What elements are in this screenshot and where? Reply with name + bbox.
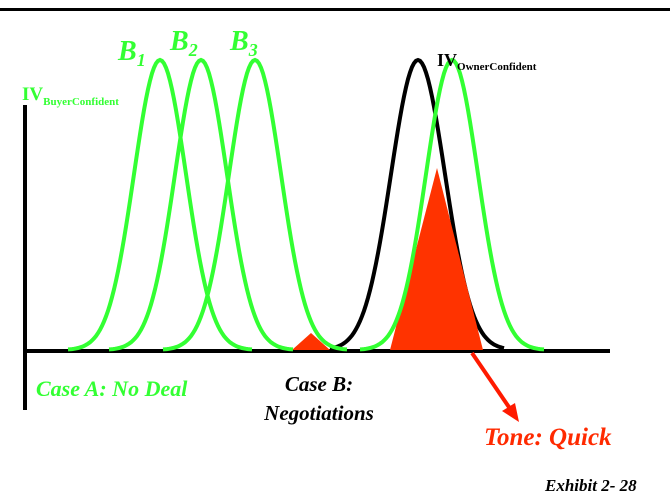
- iv-owner-confident-label: IVOwnerConfident: [437, 50, 537, 73]
- buyer-curve-3: [162, 57, 348, 352]
- overlap-area-small: [292, 333, 330, 350]
- top-rule: [0, 8, 670, 11]
- buyer-curve-label-1: B1: [118, 36, 146, 70]
- tone-arrow-head: [502, 403, 519, 422]
- case-a-label: Case A: No Deal: [36, 376, 188, 401]
- buyer-curve-4: [359, 57, 545, 352]
- buyer-curve-1: [67, 57, 253, 352]
- tone-arrow-line: [470, 351, 515, 415]
- buyer-curve-label-3: B3: [230, 26, 258, 60]
- buyer-curve-label-2: B2: [170, 26, 198, 60]
- overlap-area-large: [390, 168, 483, 350]
- case-b-label: Case B: Negotiations: [264, 372, 374, 425]
- buyer-curve-2: [108, 57, 294, 352]
- tone-label: Tone: Quick: [484, 424, 612, 451]
- iv-buyer-confident-label: IVBuyerConfident: [22, 84, 119, 108]
- exhibit-label: Exhibit 2- 28: [545, 476, 637, 495]
